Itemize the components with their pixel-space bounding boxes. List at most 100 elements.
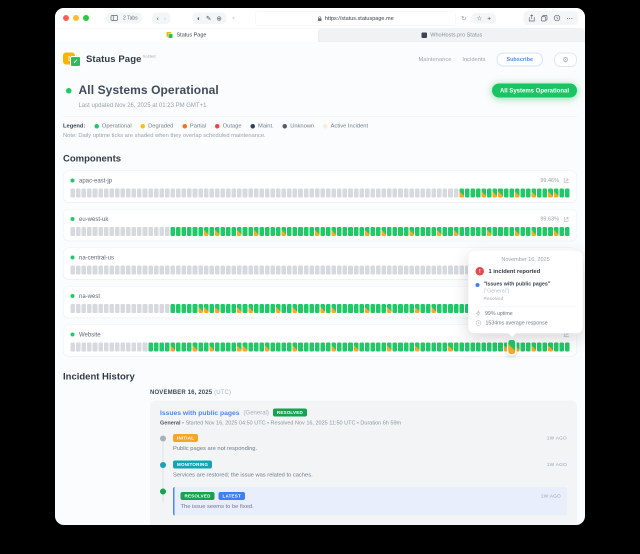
- uptime-tick[interactable]: [237, 304, 242, 313]
- uptime-tick[interactable]: [492, 188, 498, 198]
- uptime-tick[interactable]: [148, 342, 153, 352]
- uptime-tick[interactable]: [426, 188, 431, 198]
- uptime-tick[interactable]: [226, 227, 231, 236]
- uptime-tick[interactable]: [126, 304, 131, 313]
- uptime-tick[interactable]: [109, 227, 114, 236]
- uptime-tick[interactable]: [203, 227, 209, 236]
- uptime-tick[interactable]: [276, 188, 281, 198]
- uptime-tick[interactable]: [298, 304, 303, 313]
- uptime-tick[interactable]: [398, 188, 403, 198]
- uptime-tick[interactable]: [492, 342, 498, 352]
- copy-tabs-icon[interactable]: [541, 14, 548, 22]
- uptime-tick[interactable]: [370, 304, 376, 313]
- uptime-ticks-bar[interactable]: [70, 227, 570, 236]
- uptime-tick[interactable]: [303, 304, 309, 313]
- uptime-tick[interactable]: [298, 265, 303, 275]
- uptime-tick[interactable]: [381, 265, 387, 275]
- uptime-tick[interactable]: [131, 304, 137, 313]
- uptime-tick[interactable]: [431, 227, 437, 236]
- uptime-tick[interactable]: [409, 304, 414, 313]
- uptime-tick[interactable]: [431, 304, 437, 313]
- uptime-tick[interactable]: [259, 227, 264, 236]
- uptime-tick[interactable]: [398, 227, 403, 236]
- uptime-tick[interactable]: [464, 188, 470, 198]
- uptime-tick[interactable]: [392, 304, 398, 313]
- uptime-tick[interactable]: [376, 265, 381, 275]
- uptime-tick[interactable]: [542, 188, 548, 198]
- uptime-tick[interactable]: [214, 304, 220, 313]
- uptime-tick[interactable]: [198, 227, 203, 236]
- compose-icon[interactable]: ✎: [205, 14, 212, 22]
- uptime-tick[interactable]: [448, 227, 453, 236]
- uptime-tick[interactable]: [98, 265, 103, 275]
- expand-icon[interactable]: [563, 216, 570, 223]
- uptime-tick[interactable]: [381, 304, 387, 313]
- hovered-uptime-tick[interactable]: [508, 340, 516, 354]
- uptime-tick[interactable]: [298, 342, 303, 352]
- uptime-tick[interactable]: [281, 265, 287, 275]
- uptime-tick[interactable]: [231, 342, 237, 352]
- uptime-tick[interactable]: [481, 188, 487, 198]
- uptime-tick[interactable]: [414, 342, 420, 352]
- uptime-tick[interactable]: [348, 265, 353, 275]
- uptime-tick[interactable]: [326, 304, 331, 313]
- uptime-tick[interactable]: [276, 342, 281, 352]
- history-clock-icon[interactable]: [553, 14, 561, 22]
- uptime-tick[interactable]: [126, 188, 131, 198]
- uptime-tick[interactable]: [192, 342, 198, 352]
- uptime-tick[interactable]: [459, 265, 464, 275]
- uptime-tick[interactable]: [176, 304, 181, 313]
- uptime-tick[interactable]: [292, 342, 298, 352]
- uptime-tick[interactable]: [398, 265, 403, 275]
- uptime-tick[interactable]: [314, 227, 320, 236]
- uptime-tick[interactable]: [203, 304, 209, 313]
- uptime-tick[interactable]: [403, 304, 409, 313]
- uptime-tick[interactable]: [348, 304, 353, 313]
- uptime-tick[interactable]: [559, 227, 564, 236]
- uptime-tick[interactable]: [442, 188, 448, 198]
- uptime-tick[interactable]: [520, 188, 525, 198]
- uptime-tick[interactable]: [164, 227, 170, 236]
- uptime-tick[interactable]: [114, 227, 120, 236]
- uptime-tick[interactable]: [170, 265, 176, 275]
- reader-icon[interactable]: ↻: [461, 14, 467, 22]
- uptime-tick[interactable]: [81, 188, 87, 198]
- uptime-tick[interactable]: [109, 342, 114, 352]
- uptime-tick[interactable]: [237, 188, 242, 198]
- tab-whohosts-status[interactable]: WhoHosts.pro Status: [318, 28, 585, 42]
- uptime-tick[interactable]: [403, 265, 409, 275]
- uptime-tick[interactable]: [337, 265, 342, 275]
- uptime-tick[interactable]: [192, 188, 198, 198]
- uptime-tick[interactable]: [137, 227, 142, 236]
- uptime-tick[interactable]: [120, 188, 126, 198]
- uptime-tick[interactable]: [398, 342, 403, 352]
- uptime-tick[interactable]: [98, 188, 103, 198]
- uptime-tick[interactable]: [514, 342, 520, 352]
- uptime-tick[interactable]: [531, 342, 537, 352]
- uptime-tick[interactable]: [387, 188, 392, 198]
- uptime-tick[interactable]: [198, 265, 203, 275]
- uptime-tick[interactable]: [214, 265, 220, 275]
- uptime-tick[interactable]: [309, 227, 314, 236]
- uptime-tick[interactable]: [370, 342, 376, 352]
- uptime-tick[interactable]: [242, 188, 248, 198]
- uptime-tick[interactable]: [92, 188, 98, 198]
- uptime-tick[interactable]: [98, 304, 103, 313]
- uptime-tick[interactable]: [120, 227, 126, 236]
- uptime-tick[interactable]: [220, 188, 226, 198]
- uptime-tick[interactable]: [209, 342, 214, 352]
- uptime-tick[interactable]: [76, 265, 81, 275]
- uptime-tick[interactable]: [498, 227, 503, 236]
- uptime-tick[interactable]: [187, 304, 192, 313]
- uptime-tick[interactable]: [364, 304, 370, 313]
- uptime-tick[interactable]: [420, 342, 425, 352]
- uptime-tick[interactable]: [303, 342, 309, 352]
- uptime-tick[interactable]: [426, 265, 431, 275]
- uptime-tick[interactable]: [276, 265, 281, 275]
- uptime-tick[interactable]: [98, 227, 103, 236]
- uptime-tick[interactable]: [426, 342, 431, 352]
- uptime-tick[interactable]: [542, 342, 548, 352]
- uptime-tick[interactable]: [148, 265, 153, 275]
- uptime-tick[interactable]: [220, 265, 226, 275]
- uptime-tick[interactable]: [264, 188, 270, 198]
